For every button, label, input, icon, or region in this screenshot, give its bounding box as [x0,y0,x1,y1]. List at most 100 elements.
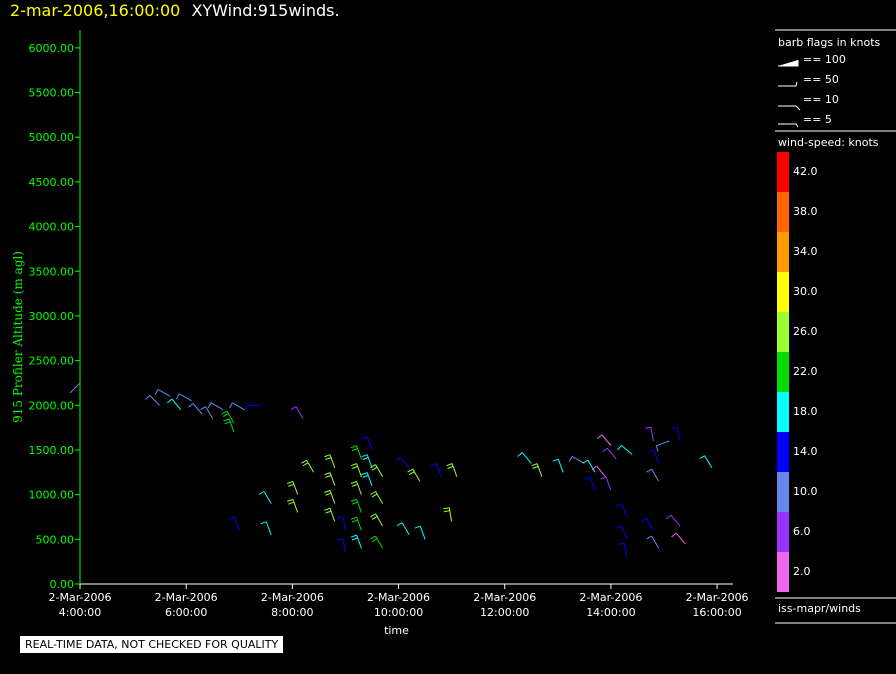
color-bin [777,352,789,392]
wind-barb-shape [260,521,272,536]
wind-barb-shape [568,455,585,464]
color-bin-label: 30.0 [793,285,818,298]
color-bin [777,152,789,192]
color-bin [777,552,789,592]
wind-barb-shape [166,398,182,411]
wind-barb [301,459,315,473]
y-tick-label: 1000.00 [29,489,75,502]
wind-barb-shape [443,507,453,522]
wind-barb [69,382,81,394]
wind-barb-shape [287,498,299,513]
wind-barb [361,472,373,486]
wind-barb-shape [640,517,654,531]
wind-barb [350,498,362,513]
wind-barb-shape [370,491,384,504]
y-tick-label: 2500.00 [29,355,75,368]
wind-barb [568,455,585,464]
x-tick-label-date: 2-Mar-2006 [473,591,536,604]
wind-barb [602,447,617,460]
y-tick-label: 1500.00 [29,444,75,457]
wind-barb [665,514,681,527]
wind-barb [618,542,628,558]
wind-barb [370,535,384,549]
wind-barb-shape [446,463,458,477]
wind-barb [229,402,245,411]
wind-barb [287,481,299,495]
wind-barb-shape [646,535,660,549]
wind-barb-shape [258,491,272,504]
wind-barb [350,534,362,549]
wind-barb-shape [221,410,235,424]
color-bin-label: 6.0 [793,525,811,538]
wind-barb-shape [337,538,346,553]
wind-barb [228,516,240,531]
wind-barb-shape [552,458,564,473]
x-tick-label-date: 2-Mar-2006 [579,591,642,604]
wind-barb [370,491,384,504]
wind-barb-shape [350,481,362,495]
chart-header: 2-mar-2006,16:00:00 XYWind:915winds. [10,1,340,20]
wind-barb [517,452,532,464]
wind-barb-shape [396,522,410,536]
wind-barb [350,516,362,531]
wind-barb [582,459,596,473]
wind-barb [446,463,458,477]
wind-barb-shape [246,404,261,412]
wind-barb [260,521,272,536]
y-tick-label: 5000.00 [29,131,75,144]
wind-barb [175,393,192,402]
y-tick-label: 500.00 [36,533,75,546]
legend-barb-symbol [778,123,799,128]
x-tick-label-time: 14:00:00 [586,606,635,619]
wind-barb [646,468,660,482]
wind-barb [396,522,410,536]
x-tick-label-time: 8:00:00 [271,606,313,619]
color-bin [777,232,789,272]
wind-barb-shape [430,463,442,477]
color-bin-label: 18.0 [793,405,818,418]
wind-barb-shape [290,406,304,419]
legend-barb-label: == 100 [803,53,846,66]
y-tick-label: 3500.00 [29,265,75,278]
wind-barb-shape [287,481,299,495]
wind-barb-shape [350,516,362,531]
wind-barb [617,445,633,455]
wind-barb [430,463,442,477]
x-tick-label-time: 6:00:00 [165,606,207,619]
wind-barb-shape [617,445,633,455]
wind-barb-shape [582,459,596,473]
y-tick-label: 6000.00 [29,42,75,55]
wind-barb [188,403,203,415]
legend-barb-symbol [778,105,801,111]
color-bin [777,472,789,512]
wind-barb-shape [646,468,660,482]
color-bin [777,192,789,232]
wind-barb-shape [602,447,617,460]
wind-barb-shape [671,426,681,442]
wind-barb-shape [350,445,362,460]
x-tick-label-date: 2-Mar-2006 [49,591,112,604]
color-bin-label: 26.0 [793,325,818,338]
wind-barb [324,454,336,468]
color-bin-label: 10.0 [793,485,818,498]
wind-barb [600,476,612,491]
wind-barb-shape [370,464,384,478]
wind-barb-shape [223,418,235,433]
wind-barb-shape [145,395,160,406]
legend-panel: barb flags in knots == 100 == 50 == 10 == 5 w… [775,29,896,624]
wind-barb [644,426,654,442]
y-tick-label: 4000.00 [29,221,75,234]
wind-barb [640,517,654,531]
x-tick-label-date: 2-Mar-2006 [261,591,324,604]
color-bin-label: 34.0 [793,245,818,258]
wind-barb-shape [665,514,681,527]
wind-barb [414,525,426,540]
wind-barb [591,465,606,478]
header-datetime: 2-mar-2006,16:00:00 [10,1,181,20]
wind-barb [361,454,373,468]
wind-barb-shape [616,525,628,540]
wind-barb-shape [370,513,384,527]
x-tick-label-date: 2-Mar-2006 [155,591,218,604]
wind-barb [223,418,235,433]
